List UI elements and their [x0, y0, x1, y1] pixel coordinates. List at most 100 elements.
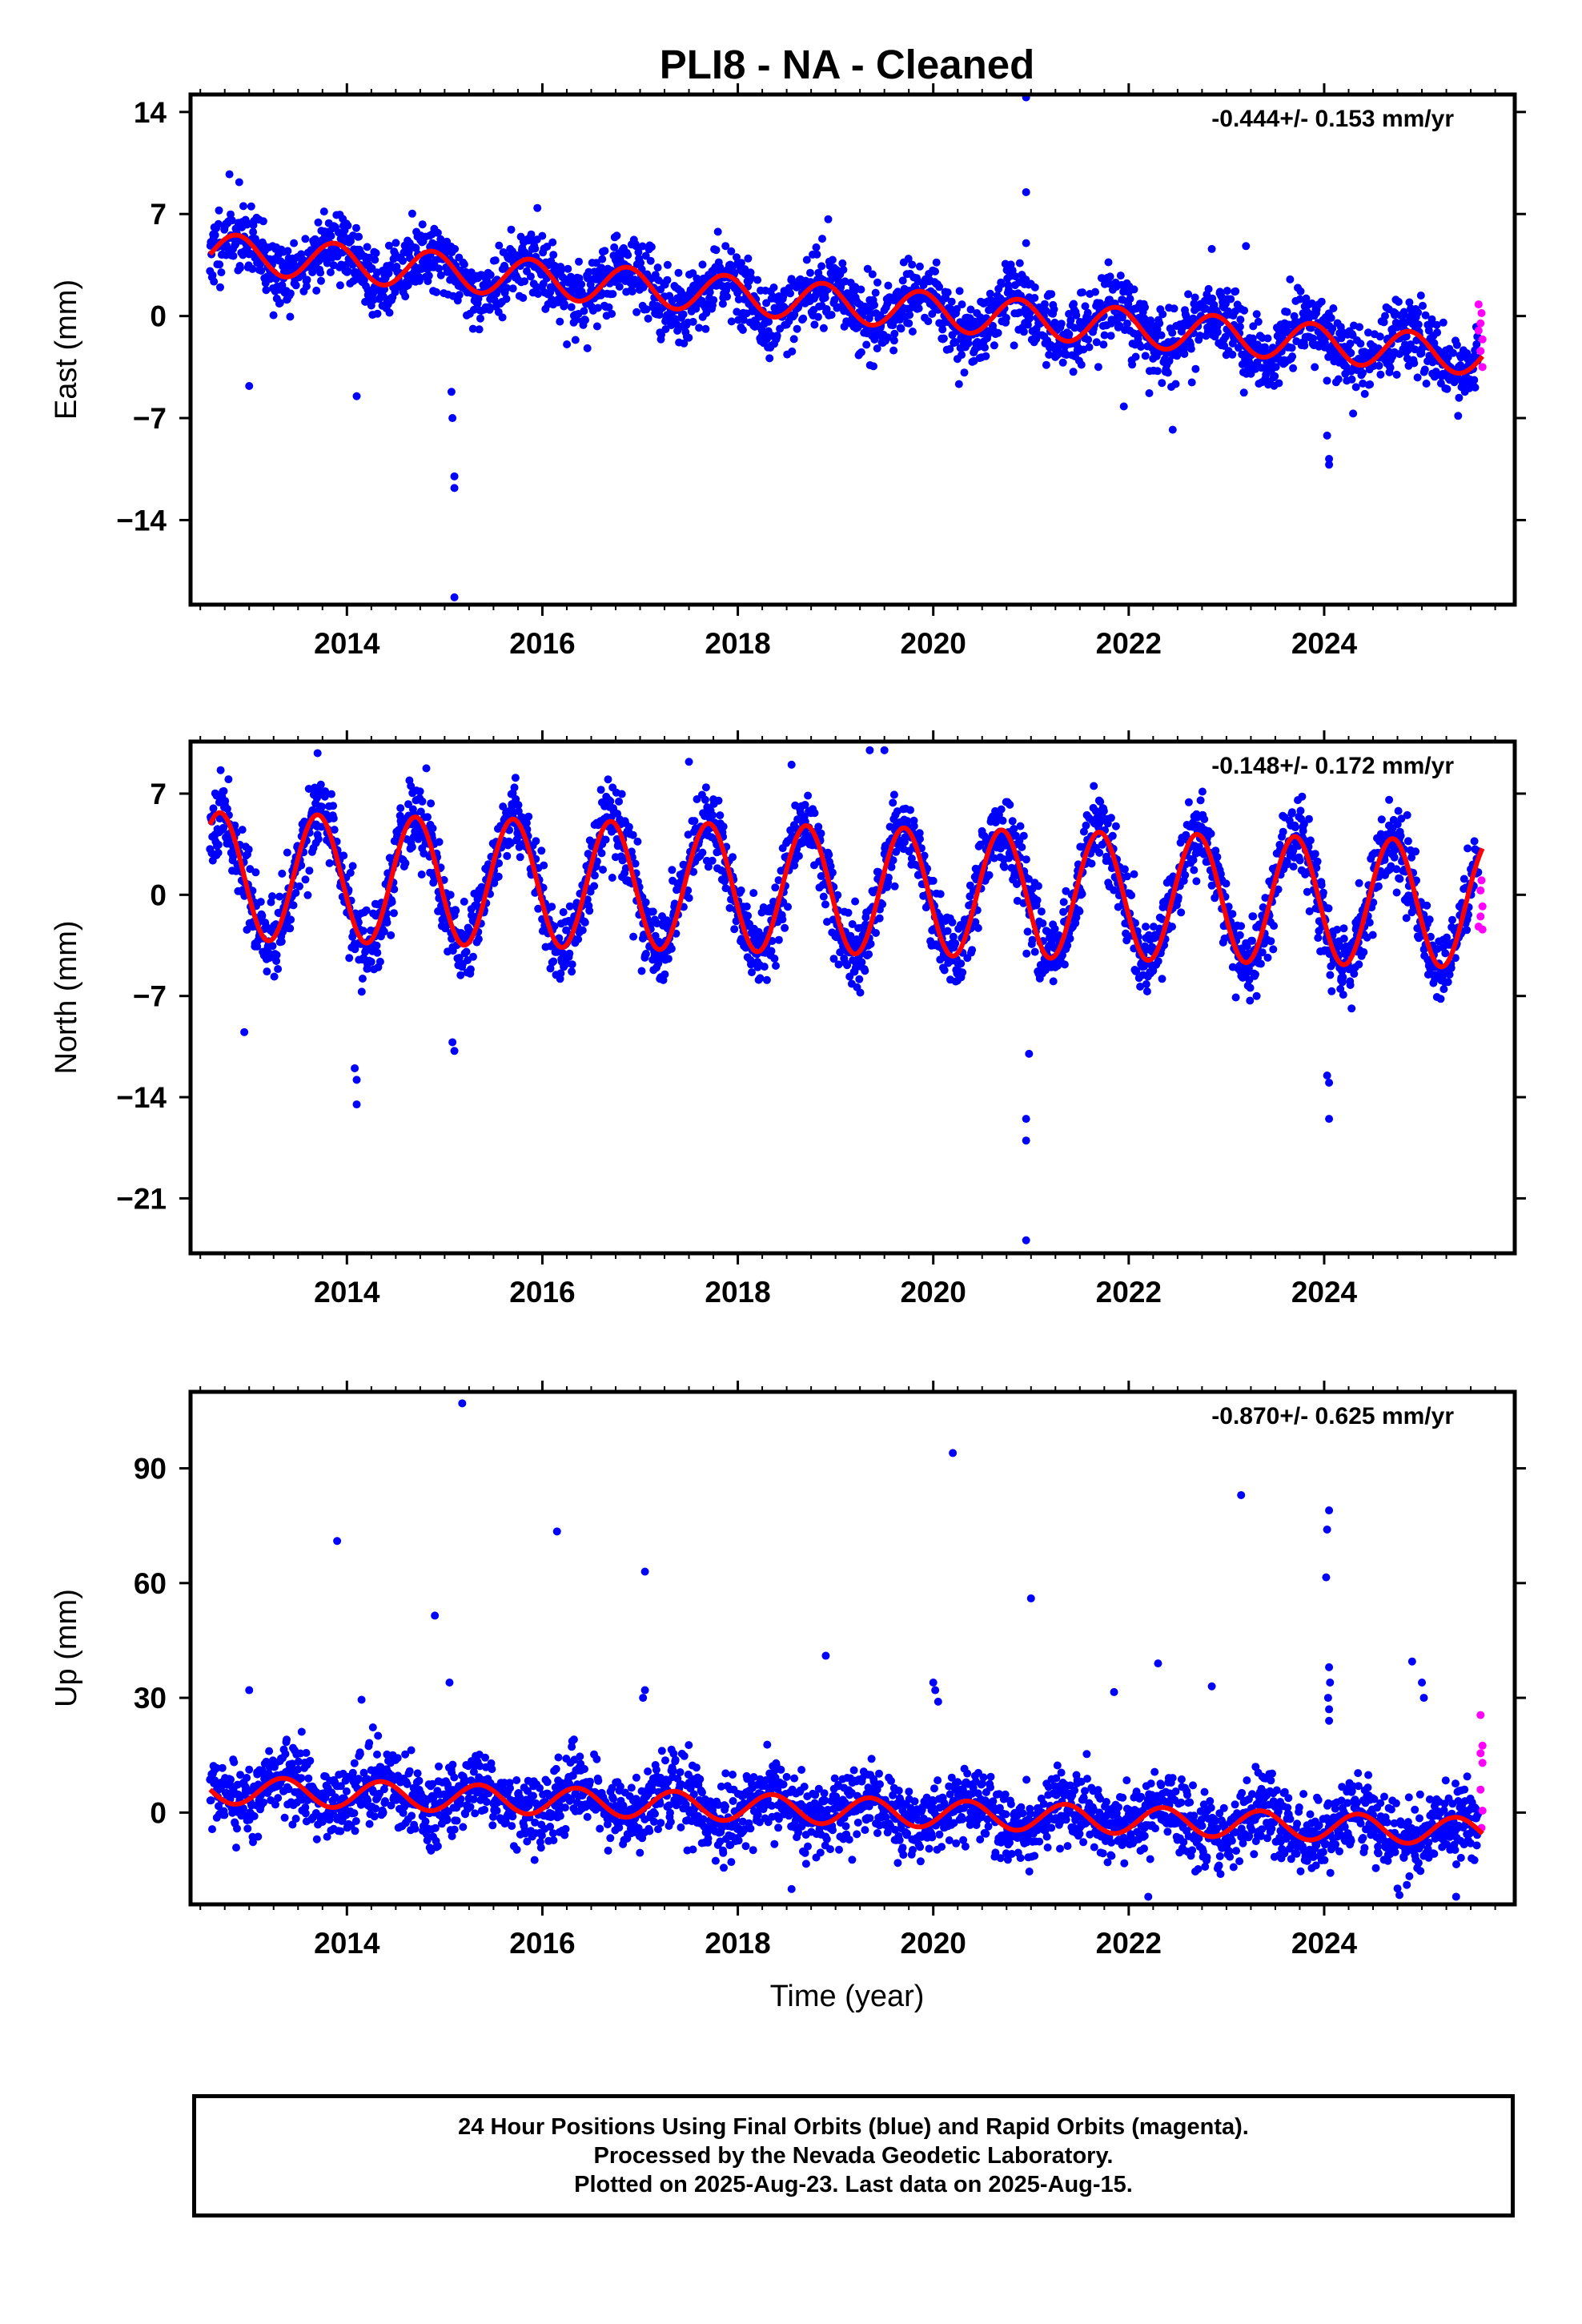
- data-point: [379, 927, 388, 936]
- data-point: [412, 243, 420, 252]
- data-point: [329, 802, 338, 810]
- y-tick-label: 14: [134, 96, 167, 129]
- data-point: [346, 868, 355, 877]
- data-point: [1288, 352, 1297, 361]
- data-point: [283, 848, 291, 857]
- data-point: [599, 866, 607, 874]
- data-point: [317, 276, 325, 285]
- data-point: [1141, 352, 1150, 360]
- data-point: [905, 319, 913, 328]
- data-point: [546, 964, 555, 973]
- data-point: [1196, 796, 1205, 805]
- data-point: [244, 845, 253, 854]
- data-point: [667, 944, 676, 953]
- data-point: [323, 259, 331, 267]
- data-point: [869, 362, 877, 371]
- data-point: [633, 837, 642, 846]
- data-point: [1008, 817, 1017, 826]
- data-point: [1142, 980, 1150, 988]
- data-point: [890, 882, 899, 891]
- data-point: [1019, 328, 1028, 336]
- data-point: [371, 249, 380, 257]
- outlier-point: [1323, 431, 1331, 440]
- data-point: [245, 249, 254, 258]
- data-point: [435, 264, 444, 273]
- data-point: [1346, 340, 1355, 348]
- data-point: [615, 283, 624, 291]
- data-point: [277, 937, 286, 946]
- data-point: [385, 308, 394, 317]
- data-point: [1366, 380, 1375, 388]
- data-point: [848, 920, 857, 928]
- data-point: [339, 851, 348, 860]
- data-point: [909, 822, 918, 830]
- data-point: [971, 918, 980, 927]
- data-point: [1237, 922, 1246, 931]
- data-point: [598, 255, 607, 263]
- data-point: [1111, 822, 1120, 830]
- data-point: [214, 840, 223, 849]
- data-point: [834, 960, 843, 969]
- data-point: [810, 320, 819, 329]
- data-point: [460, 260, 468, 269]
- data-point: [819, 892, 828, 901]
- data-point: [1127, 891, 1136, 899]
- data-point: [564, 264, 572, 273]
- data-point: [727, 317, 736, 326]
- data-point: [390, 909, 398, 918]
- data-point: [455, 291, 464, 300]
- data-point: [303, 275, 311, 284]
- data-point: [1030, 294, 1039, 302]
- data-point: [291, 281, 300, 290]
- data-point: [679, 310, 688, 319]
- data-point: [1050, 924, 1059, 933]
- data-point: [898, 276, 907, 285]
- data-point: [522, 818, 531, 827]
- outlier-point: [1022, 187, 1030, 196]
- data-point: [1149, 923, 1158, 931]
- data-point: [1190, 866, 1199, 875]
- data-point: [210, 277, 219, 286]
- data-point: [1063, 941, 1072, 950]
- data-point: [857, 285, 865, 294]
- data-point: [730, 268, 739, 277]
- data-point: [583, 344, 592, 352]
- data-point: [1011, 272, 1020, 281]
- data-point: [1271, 372, 1279, 380]
- data-point: [701, 783, 710, 792]
- data-point: [1184, 290, 1193, 299]
- rate-annotation: -0.444+/- 0.153 mm/yr: [1211, 106, 1454, 132]
- data-point: [1170, 304, 1178, 313]
- data-point: [823, 918, 831, 927]
- data-point: [278, 869, 287, 878]
- data-point: [628, 830, 637, 839]
- data-point: [695, 324, 704, 332]
- data-point: [345, 954, 354, 963]
- data-point: [1228, 339, 1237, 348]
- data-point: [747, 274, 756, 283]
- data-point: [1263, 334, 1272, 343]
- data-point: [1254, 317, 1263, 326]
- y-tick-label: −7: [133, 402, 167, 435]
- data-point: [652, 919, 661, 928]
- data-point: [624, 822, 633, 831]
- data-point: [1010, 341, 1018, 350]
- data-point: [873, 344, 881, 353]
- data-point: [1411, 345, 1419, 354]
- data-point: [713, 227, 722, 236]
- data-point: [1302, 294, 1311, 303]
- data-point: [371, 255, 379, 264]
- data-point: [1078, 288, 1086, 297]
- data-point: [1092, 338, 1101, 347]
- data-point: [373, 948, 382, 957]
- data-point: [592, 322, 601, 331]
- data-point: [219, 786, 228, 795]
- data-point: [871, 288, 880, 297]
- data-point: [1386, 364, 1395, 372]
- data-point: [817, 872, 825, 880]
- data-point: [1042, 360, 1050, 369]
- data-point: [1010, 825, 1018, 833]
- data-point: [563, 340, 572, 348]
- data-point: [884, 281, 893, 290]
- data-point: [615, 797, 623, 806]
